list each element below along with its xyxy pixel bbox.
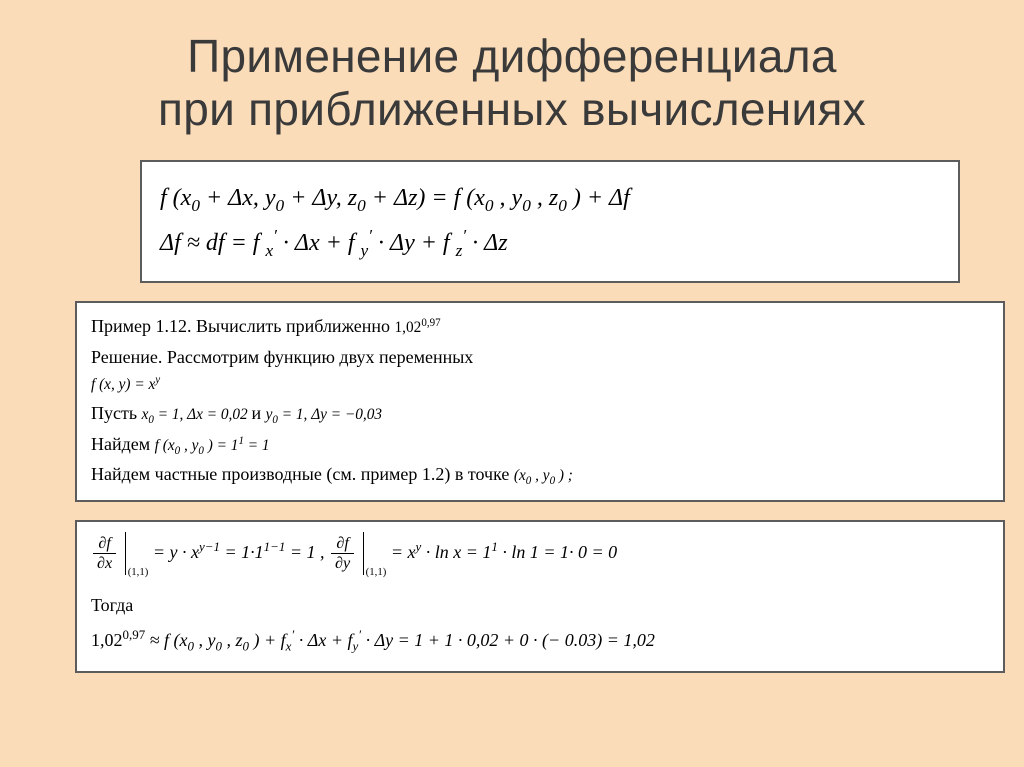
steps-panel: Пример 1.12. Вычислить приближенно 1,020… xyxy=(75,301,1005,502)
fx-sub: x xyxy=(265,241,273,260)
find-mid: , y xyxy=(180,437,198,454)
example-exp: 0,97 xyxy=(421,317,440,329)
ry0-sub: 0 xyxy=(522,196,531,215)
y0-sub: 0 xyxy=(276,196,285,215)
final-line: 1,020,97 ≈ f (x0 , y0 , z0 ) + fx′ · Δx … xyxy=(91,623,989,657)
fr-x0: 0 xyxy=(188,638,194,653)
title-line-1: Применение дифференциала xyxy=(187,30,837,82)
dfdx-frac: ∂f ∂x xyxy=(93,534,116,574)
then-label: Тогда xyxy=(91,588,989,622)
plus-dz: + Δz) = f (x xyxy=(372,185,485,211)
dfdy-frac: ∂f ∂y xyxy=(331,534,354,574)
fr-d: ) + f xyxy=(254,630,286,650)
final-exp: 0,97 xyxy=(123,627,146,642)
example-line: Пример 1.12. Вычислить приближенно 1,020… xyxy=(91,311,989,342)
comma-z: , z xyxy=(537,185,558,211)
slide: Применение дифференциала при приближенны… xyxy=(0,0,1024,767)
z0-sub: 0 xyxy=(357,196,366,215)
find-close: ) = 1 xyxy=(204,437,239,454)
comma-y: , y xyxy=(500,185,523,211)
func-def-line: f (x, y) = xy xyxy=(91,372,989,398)
chain2c: · ln 1 = 1· 0 = 0 xyxy=(502,542,617,562)
let-line: Пусть x0 = 1, Δx = 0,02 и y0 = 1, Δy = −… xyxy=(91,398,989,429)
dfdy-num: ∂f xyxy=(336,534,349,552)
f-open: f (x xyxy=(160,185,191,211)
rz0-sub: 0 xyxy=(558,196,567,215)
df-pre: Δf ≈ df = f xyxy=(160,230,259,256)
dfdy-den: ∂y xyxy=(335,554,350,572)
pt-pre: (x xyxy=(514,467,526,484)
plus-dy: + Δy, z xyxy=(290,185,357,211)
fr-c: , z xyxy=(227,630,243,650)
deriv-line: ∂f ∂x (1,1) = y · xy−1 = 1·11−1 = 1 , ∂f… xyxy=(91,532,989,582)
fx-prime: ′ xyxy=(273,226,277,245)
func-def: f (x, y) = x xyxy=(91,376,155,393)
chain1c: = 1 , xyxy=(290,542,329,562)
fr-b: , y xyxy=(199,630,216,650)
fr-fy-prime: ′ xyxy=(358,627,361,642)
find-pre: f (x xyxy=(155,437,175,454)
slide-title: Применение дифференциала при приближенны… xyxy=(40,30,984,136)
pt-close: ) ; xyxy=(555,467,573,484)
dot-dy: · Δy + f xyxy=(378,230,450,256)
title-line-2: при приближенных вычислениях xyxy=(158,83,866,135)
deriv-panel: ∂f ∂x (1,1) = y · xy−1 = 1·11−1 = 1 , ∂f… xyxy=(75,520,1005,673)
let-x-eq: = 1, Δx = 0,02 xyxy=(154,406,248,423)
exp-1m1: 1−1 xyxy=(264,539,286,554)
formula-panel: f (x0 + Δx, y0 + Δy, z0 + Δz) = f (x0 , … xyxy=(140,160,960,283)
fr-f: · Δy = 1 + 1 · 0,02 + 0 · (− 0.03) = 1,0… xyxy=(366,630,655,650)
exp-y: y xyxy=(416,539,422,554)
eval-bar-1 xyxy=(125,532,126,575)
let-y-eq: = 1, Δy = −0,03 xyxy=(278,406,382,423)
eval-pt-1: (1,1) xyxy=(128,566,149,578)
fr-fx-prime: ′ xyxy=(291,627,294,642)
chain1b: = 1·1 xyxy=(224,542,263,562)
solution-line: Решение. Рассмотрим функцию двух перемен… xyxy=(91,342,989,373)
exp-1: 1 xyxy=(491,539,497,554)
chain2b: · ln x = 1 xyxy=(426,542,492,562)
func-exp: y xyxy=(155,374,160,386)
pt-mid: , y xyxy=(531,467,549,484)
fy-prime: ′ xyxy=(368,226,372,245)
and-word: и xyxy=(251,403,265,423)
eval-bar-2 xyxy=(363,532,364,575)
fr-y0: 0 xyxy=(216,638,222,653)
dfdx-den: ∂x xyxy=(97,554,112,572)
fz-prime: ′ xyxy=(462,226,466,245)
formula-line-2: Δf ≈ df = f x′ · Δx + f y′ · Δy + f z′ ·… xyxy=(160,221,940,267)
find-eq1: = 1 xyxy=(244,437,270,454)
chain1a: = y · x xyxy=(153,542,199,562)
x0-sub: 0 xyxy=(191,196,200,215)
close-df: ) + Δf xyxy=(573,185,630,211)
plus-dx: + Δx, y xyxy=(206,185,276,211)
formula-line-1: f (x0 + Δx, y0 + Δy, z0 + Δz) = f (x0 , … xyxy=(160,176,940,222)
chain2a: = x xyxy=(391,542,416,562)
example-label: Пример 1.12. Вычислить приближенно xyxy=(91,316,395,336)
partials-label: Найдем частные производные (см. пример 1… xyxy=(91,464,514,484)
final-base: 1,02 xyxy=(91,630,123,650)
find-line: Найдем f (x0 , y0 ) = 11 = 1 xyxy=(91,429,989,460)
fr-e: · Δx + f xyxy=(299,630,353,650)
eval-pt-2: (1,1) xyxy=(366,566,387,578)
let-label: Пусть xyxy=(91,403,142,423)
find-label: Найдем xyxy=(91,434,155,454)
dfdx-num: ∂f xyxy=(98,534,111,552)
fr-a: ≈ f (x xyxy=(150,630,188,650)
dot-dz: · Δz xyxy=(472,230,507,256)
exp-ym1: y−1 xyxy=(199,539,220,554)
dot-dx: · Δx + f xyxy=(283,230,355,256)
rx0-sub: 0 xyxy=(485,196,494,215)
fr-z0: 0 xyxy=(243,638,249,653)
example-base: 1,02 xyxy=(395,319,422,336)
partials-line: Найдем частные производные (см. пример 1… xyxy=(91,459,989,490)
